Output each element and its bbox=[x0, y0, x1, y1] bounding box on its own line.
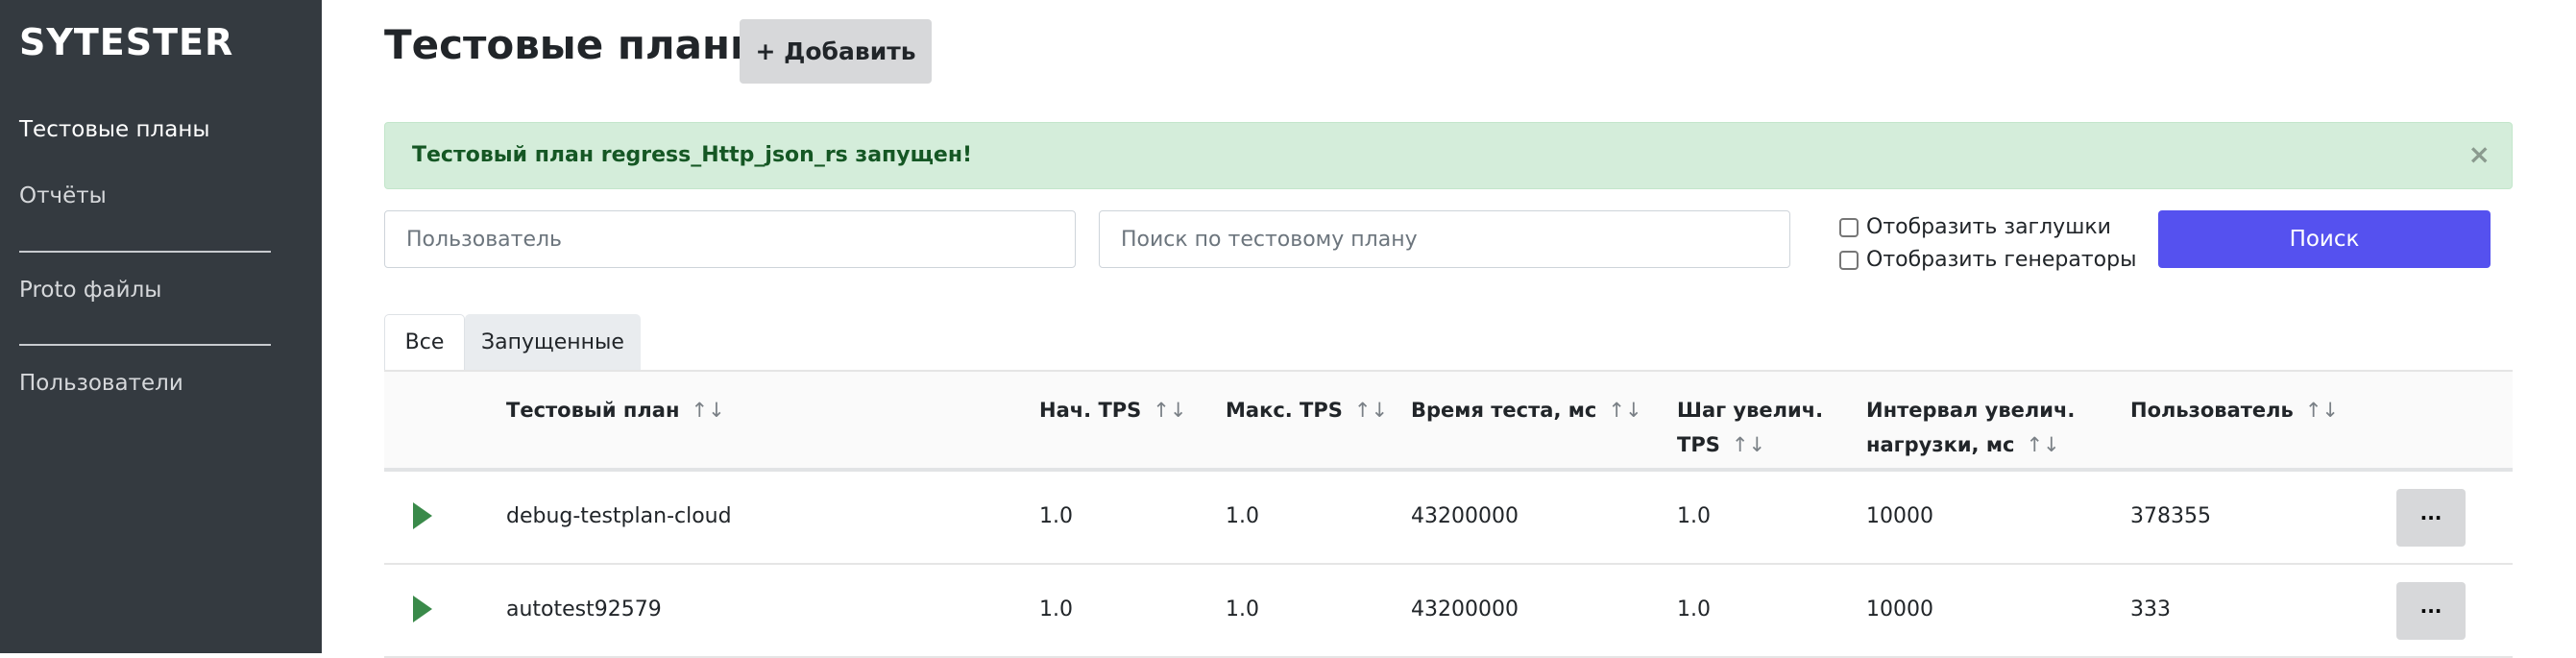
sidebar-divider bbox=[19, 344, 271, 346]
column-label: Шаг увелич. TPS bbox=[1677, 399, 1824, 456]
max-tps: 1.0 bbox=[1226, 597, 1259, 621]
column-header-max-tps[interactable]: Макс. TPS ↑↓ bbox=[1226, 393, 1388, 427]
sidebar-item-reports[interactable]: Отчёты bbox=[19, 183, 107, 208]
alert-text: Тестовый план regress_Http_json_rs запущ… bbox=[412, 143, 973, 167]
step: 1.0 bbox=[1677, 504, 1711, 528]
page-title: Тестовые планы bbox=[384, 21, 767, 68]
close-icon[interactable]: × bbox=[2467, 138, 2491, 170]
plan-name[interactable]: debug-testplan-cloud bbox=[506, 504, 732, 528]
logo[interactable]: SYTESTER bbox=[19, 21, 234, 63]
checkbox-box[interactable] bbox=[1839, 250, 1859, 270]
plan-name[interactable]: autotest92579 bbox=[506, 597, 662, 621]
sidebar-item-test-plans[interactable]: Тестовые планы bbox=[19, 117, 210, 142]
sidebar-item-users[interactable]: Пользователи bbox=[19, 371, 183, 396]
sidebar-item-proto-files[interactable]: Proto файлы bbox=[19, 278, 162, 303]
column-header-start-tps[interactable]: Нач. TPS ↑↓ bbox=[1039, 393, 1187, 427]
show-stubs-checkbox[interactable]: Отобразить заглушки bbox=[1839, 215, 2111, 239]
add-button[interactable]: + Добавить bbox=[740, 19, 932, 84]
table-row: debug-testplan-cloud 1.0 1.0 43200000 1.… bbox=[384, 472, 2513, 565]
more-button[interactable]: ··· bbox=[2396, 489, 2466, 547]
tab-running[interactable]: Запущенные bbox=[465, 314, 641, 370]
show-stubs-label: Отобразить заглушки bbox=[1866, 215, 2111, 239]
show-generators-checkbox[interactable]: Отобразить генераторы bbox=[1839, 248, 2136, 272]
column-label: Тестовый план bbox=[506, 399, 680, 422]
success-alert: Тестовый план regress_Http_json_rs запущ… bbox=[384, 122, 2513, 189]
column-header-interval[interactable]: Интервал увелич. нагрузки, мс ↑↓ bbox=[1866, 393, 2106, 462]
start-tps: 1.0 bbox=[1039, 504, 1073, 528]
duration: 43200000 bbox=[1411, 597, 1519, 621]
table-row: autotest92579 1.0 1.0 43200000 1.0 10000… bbox=[384, 565, 2513, 658]
sidebar-divider bbox=[19, 251, 271, 253]
sort-icon[interactable]: ↑↓ bbox=[1353, 399, 1389, 422]
sort-icon[interactable]: ↑↓ bbox=[1153, 399, 1187, 422]
search-button[interactable]: Поиск bbox=[2158, 210, 2491, 268]
column-header-user[interactable]: Пользователь ↑↓ bbox=[2130, 393, 2339, 427]
sort-icon[interactable]: ↑↓ bbox=[2304, 399, 2340, 422]
column-header-duration[interactable]: Время теста, мс ↑↓ bbox=[1411, 393, 1642, 427]
play-icon[interactable] bbox=[413, 502, 432, 529]
column-header-step[interactable]: Шаг увелич. TPS ↑↓ bbox=[1677, 393, 1831, 462]
plan-search-input[interactable] bbox=[1099, 210, 1790, 268]
step: 1.0 bbox=[1677, 597, 1711, 621]
sort-icon[interactable]: ↑↓ bbox=[691, 399, 725, 422]
tab-all[interactable]: Все bbox=[384, 314, 465, 370]
show-generators-label: Отобразить генераторы bbox=[1866, 248, 2137, 272]
sidebar: SYTESTER Тестовые планы Отчёты Proto фай… bbox=[0, 0, 322, 653]
column-label: Макс. TPS bbox=[1226, 399, 1343, 422]
interval: 10000 bbox=[1866, 597, 1933, 621]
column-label: Нач. TPS bbox=[1039, 399, 1142, 422]
table-header: Тестовый план ↑↓ Нач. TPS ↑↓ Макс. TPS ↑↓ В… bbox=[384, 370, 2513, 472]
sort-icon[interactable]: ↑↓ bbox=[1731, 433, 1766, 456]
play-icon[interactable] bbox=[413, 596, 432, 622]
start-tps: 1.0 bbox=[1039, 597, 1073, 621]
user: 378355 bbox=[2130, 504, 2211, 528]
user-input[interactable] bbox=[384, 210, 1076, 268]
column-label: Интервал увелич. нагрузки, мс bbox=[1866, 399, 2076, 456]
sort-icon[interactable]: ↑↓ bbox=[2026, 433, 2060, 456]
max-tps: 1.0 bbox=[1226, 504, 1259, 528]
column-label: Пользователь bbox=[2130, 399, 2294, 422]
sort-icon[interactable]: ↑↓ bbox=[1608, 399, 1642, 422]
interval: 10000 bbox=[1866, 504, 1933, 528]
checkbox-box[interactable] bbox=[1839, 217, 1859, 237]
user: 333 bbox=[2130, 597, 2171, 621]
more-button[interactable]: ··· bbox=[2396, 582, 2466, 640]
column-label: Время теста, мс bbox=[1411, 399, 1597, 422]
column-header-plan[interactable]: Тестовый план ↑↓ bbox=[506, 393, 725, 427]
duration: 43200000 bbox=[1411, 504, 1519, 528]
